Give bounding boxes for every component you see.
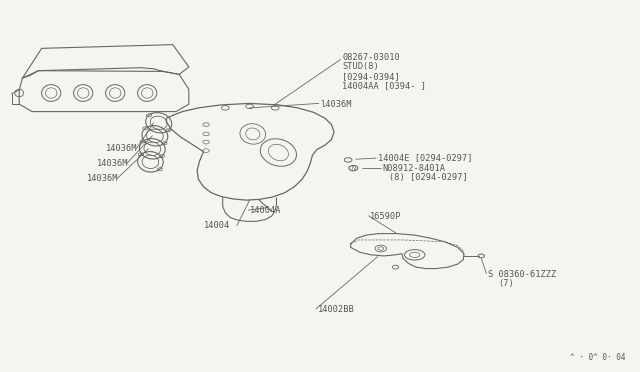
Text: N08912-8401A: N08912-8401A	[382, 164, 445, 173]
Text: 14004AA [0394- ]: 14004AA [0394- ]	[342, 81, 426, 90]
Text: (8) [0294-0297]: (8) [0294-0297]	[389, 173, 468, 182]
Text: l4036M: l4036M	[320, 100, 351, 109]
Text: 14004A: 14004A	[250, 206, 281, 215]
Text: 14036M: 14036M	[106, 144, 138, 153]
Text: [0294-0394]: [0294-0394]	[342, 72, 400, 81]
Text: 14036M: 14036M	[97, 159, 128, 168]
Text: 14036M: 14036M	[87, 174, 118, 183]
Text: 14002BB: 14002BB	[317, 305, 354, 314]
Text: 14004E [0294-0297]: 14004E [0294-0297]	[378, 154, 472, 163]
Text: STUD(8): STUD(8)	[342, 62, 379, 71]
Text: N: N	[351, 166, 355, 171]
Text: 14004: 14004	[204, 221, 230, 230]
Text: ^ · 0^ 0· 04: ^ · 0^ 0· 04	[570, 353, 626, 362]
Text: (7): (7)	[498, 279, 514, 288]
Text: S 08360-61ZZZ: S 08360-61ZZZ	[488, 270, 556, 279]
Text: 08267-03010: 08267-03010	[342, 53, 400, 62]
Text: 16590P: 16590P	[370, 212, 401, 221]
